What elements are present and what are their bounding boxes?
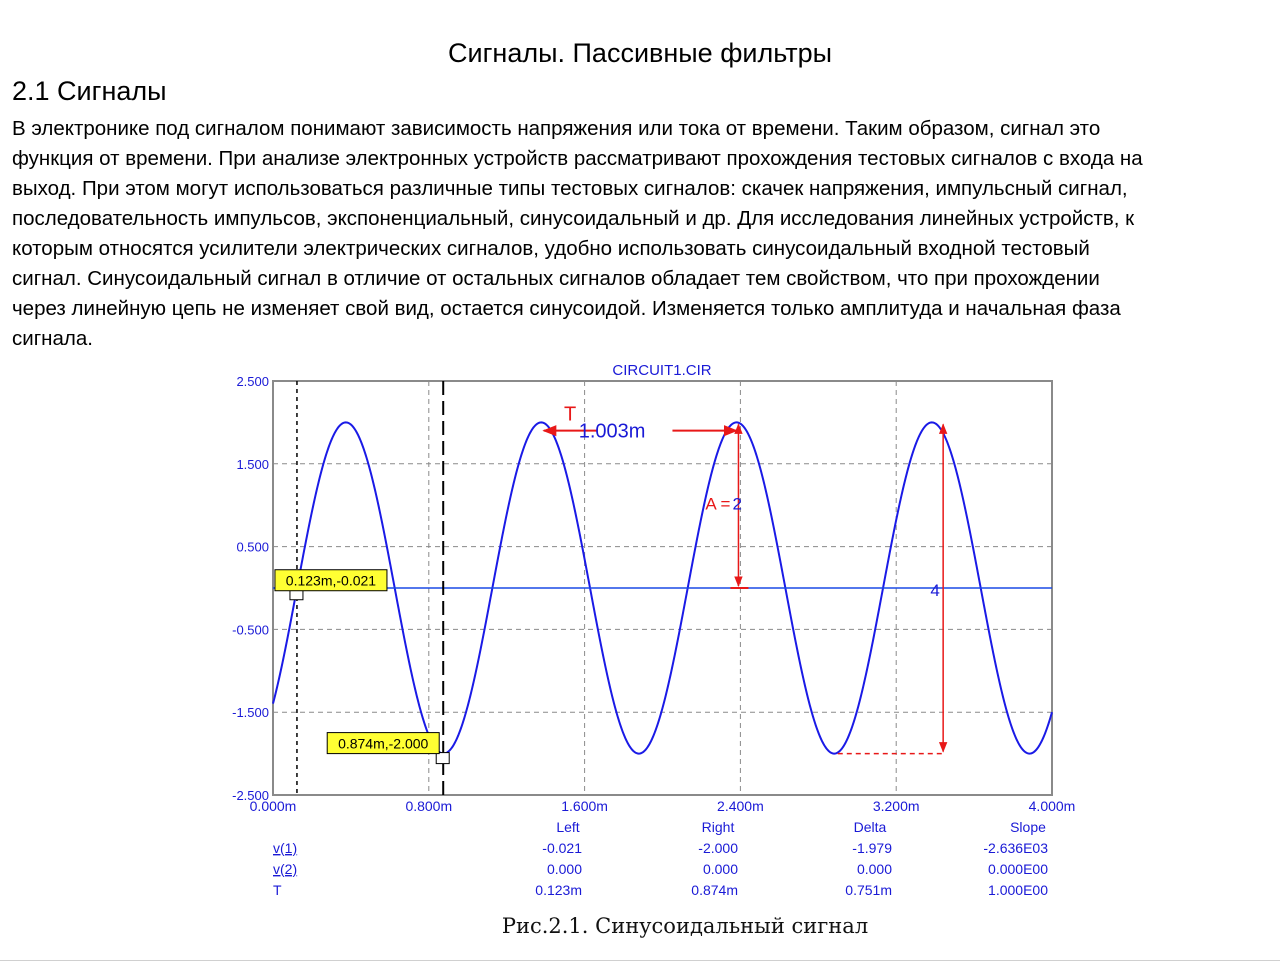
page-divider bbox=[0, 960, 1280, 961]
readout-row-label: T bbox=[273, 882, 282, 898]
paragraph-line: сигнала. bbox=[12, 327, 93, 350]
x-tick-label: 1.600m bbox=[561, 798, 608, 814]
cursor-label-box-right bbox=[326, 732, 440, 755]
series-line-v1 bbox=[272, 421, 1053, 755]
readout-cell: 0.000 bbox=[857, 861, 892, 877]
paragraph-line: функция от времени. При анализе электрон… bbox=[12, 147, 1143, 170]
y-tick-label: 0.500 bbox=[236, 540, 269, 555]
readout-cell: 0.000 bbox=[547, 861, 582, 877]
figure-caption: Рис.2.1. Синусоидальный сигнал bbox=[501, 914, 869, 938]
y-tick-label: 1.500 bbox=[236, 457, 269, 472]
readout-header: Delta bbox=[854, 819, 887, 835]
readout-cell: 0.123m bbox=[535, 882, 582, 898]
paragraph-line: через линейную цепь не изменяет свой вид… bbox=[12, 297, 1121, 320]
y-tick-label: -0.500 bbox=[232, 622, 269, 637]
paragraph-line: последовательность импульсов, экспоненци… bbox=[12, 207, 1135, 230]
paragraph-line: сигнал. Синусоидальный сигнал в отличие … bbox=[12, 267, 1100, 290]
x-tick-label: 2.400m bbox=[717, 798, 764, 814]
y-tick-label: 2.500 bbox=[236, 374, 269, 389]
readout-row-label: v(1) bbox=[273, 840, 297, 856]
period-value: 1.003m bbox=[579, 421, 646, 443]
x-tick-label: 3.200m bbox=[873, 798, 920, 814]
period-symbol: T bbox=[564, 404, 576, 426]
readout-cell: 1.000E00 bbox=[988, 882, 1048, 898]
readout-header: Right bbox=[702, 819, 735, 835]
readout-cell: 0.751m bbox=[845, 882, 892, 898]
x-tick-label: 0.800m bbox=[405, 798, 452, 814]
readout-cell: 0.000E00 bbox=[988, 861, 1048, 877]
readout-cell: -0.021 bbox=[542, 840, 582, 856]
amplitude-value: 2 bbox=[732, 494, 741, 513]
readout-cell: 0.000 bbox=[703, 861, 738, 877]
amplitude-label: A = bbox=[705, 494, 730, 513]
peak-to-peak-value: 4 bbox=[930, 581, 939, 600]
section-heading: 2.1 Сигналы bbox=[12, 76, 167, 106]
paragraph-line: В электронике под сигналом понимают зави… bbox=[12, 117, 1101, 140]
paragraph-line: выход. При этом могут использоваться раз… bbox=[12, 177, 1128, 200]
readout-cell: -2.000 bbox=[698, 840, 738, 856]
x-tick-label: 0.000m bbox=[250, 798, 297, 814]
cursor-marker-right bbox=[435, 752, 450, 765]
chart-title: CIRCUIT1.CIR bbox=[612, 362, 711, 379]
readout-header: Slope bbox=[1010, 819, 1046, 835]
cursor-label-left: 0.123m,-0.021 bbox=[286, 573, 376, 589]
readout-cell: -1.979 bbox=[852, 840, 892, 856]
readout-cell: -2.636E03 bbox=[983, 840, 1048, 856]
readout-cell: 0.874m bbox=[691, 882, 738, 898]
readout-row-label: v(2) bbox=[273, 861, 297, 877]
y-tick-label: -2.500 bbox=[232, 788, 269, 803]
document-title: Сигналы. Пассивные фильтры bbox=[448, 38, 832, 68]
cursor-label-right: 0.874m,-2.000 bbox=[338, 736, 428, 752]
y-tick-label: -1.500 bbox=[232, 705, 269, 720]
x-tick-label: 4.000m bbox=[1029, 798, 1076, 814]
paragraph-line: которым относятся усилители электрически… bbox=[12, 237, 1090, 260]
readout-header: Left bbox=[556, 819, 579, 835]
cursor-label-box-left bbox=[274, 569, 388, 592]
body-paragraph: В электронике под сигналом понимают зави… bbox=[12, 114, 1274, 354]
